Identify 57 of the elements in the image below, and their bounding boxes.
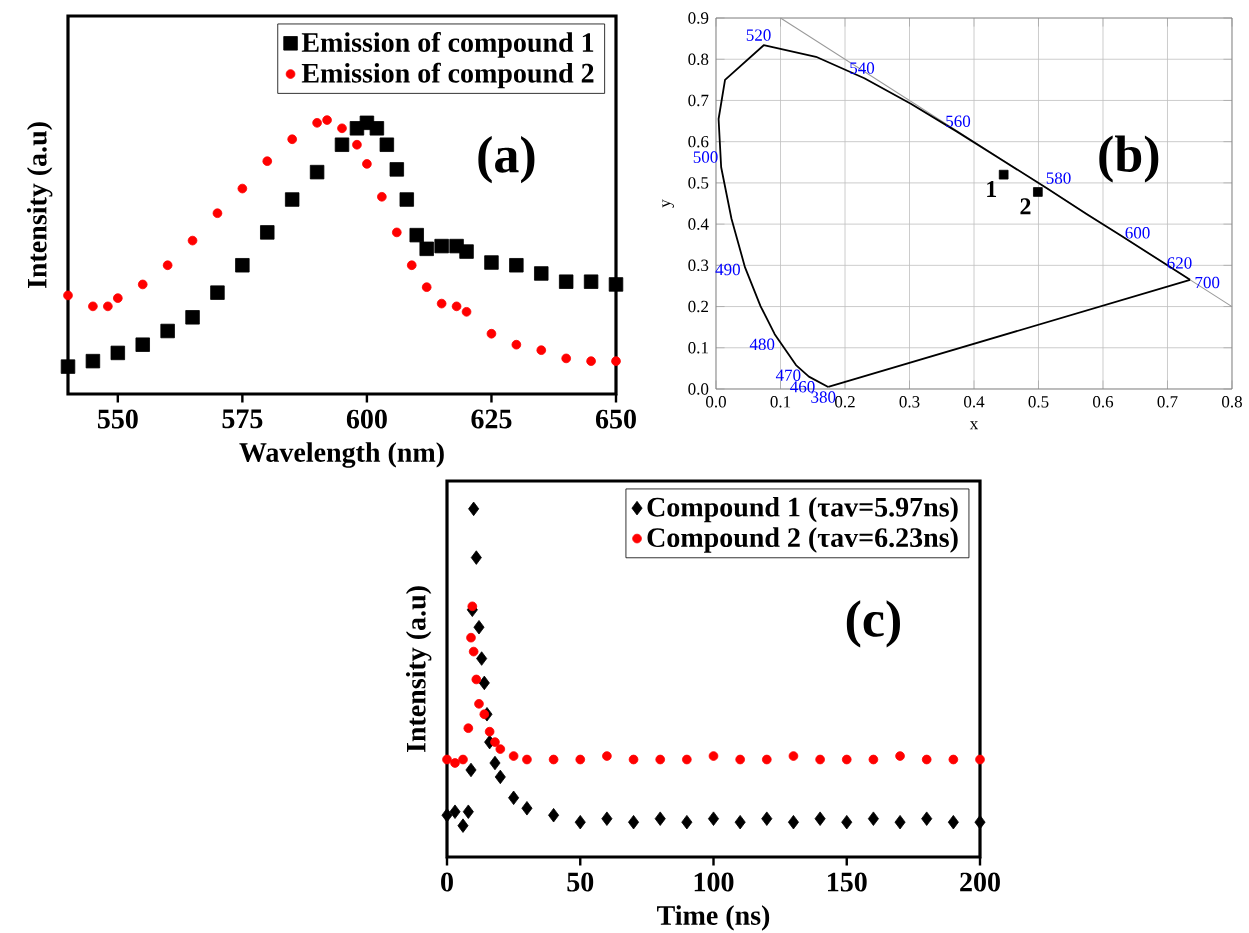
y-tick-label: 0.7: [688, 94, 709, 107]
legend-label: Compound 2 (τav=6.23ns): [647, 527, 958, 553]
annotation: 380: [811, 391, 836, 403]
annotation: (b): [1099, 135, 1159, 183]
y-axis-title: y: [662, 199, 674, 208]
annotation: 2: [1020, 198, 1031, 215]
y-tick-label: 0.2: [688, 300, 708, 313]
x-tick-label: 150: [828, 872, 867, 892]
x-tick-label: 0.4: [964, 396, 985, 408]
x-axis-title: Time (ns): [657, 905, 770, 931]
legend-label: Emission of compound 2: [301, 62, 594, 89]
x-tick-label: 550: [97, 409, 138, 429]
annotation: 460: [790, 381, 815, 393]
y-tick-label: 0.5: [688, 177, 709, 189]
x-tick-label: 600: [346, 409, 387, 429]
x-tick-label: 0.0: [706, 396, 726, 408]
annotation: 620: [1167, 257, 1192, 269]
y-tick-label: 0.3: [688, 259, 709, 272]
y-tick-label: 0.0: [688, 383, 709, 395]
x-axis-title: x: [969, 421, 979, 430]
legend-label: Compound 1 (τav=5.97ns): [647, 496, 958, 523]
annotation: 560: [946, 115, 971, 127]
x-tick-label: 0.5: [1028, 396, 1049, 408]
x-tick-label: 650: [595, 409, 636, 429]
annotation: 480: [749, 338, 775, 351]
y-axis-title: Intensity (a.u): [405, 586, 432, 753]
annotation: 520: [746, 29, 771, 41]
x-axis-title: Wavelength (nm): [239, 442, 444, 468]
y-tick-label: 0.4: [688, 218, 709, 230]
x-tick-label: 0.3: [899, 396, 920, 408]
x-tick-label: 0: [441, 872, 453, 892]
x-tick-label: 0.6: [1093, 396, 1114, 408]
y-tick-label: 0.6: [688, 135, 709, 148]
x-tick-label: 625: [471, 409, 512, 429]
annotation: 580: [1046, 172, 1071, 184]
annotation: 500: [693, 151, 718, 163]
annotation: (a): [478, 136, 535, 184]
x-tick-label: 100: [694, 872, 734, 892]
y-axis-title: Intensity (a.u): [26, 122, 53, 289]
annotation: (c): [846, 600, 900, 648]
legend-label: Emission of compound 1: [301, 31, 594, 58]
x-tick-label: 200: [960, 872, 1000, 892]
y-tick-label: 0.1: [688, 342, 708, 354]
annotation: 470: [775, 369, 801, 381]
annotation: 540: [850, 62, 875, 74]
x-tick-label: 575: [222, 409, 263, 429]
annotation: 700: [1195, 276, 1220, 289]
x-tick-label: 0.7: [1157, 396, 1178, 408]
y-tick-label: 0.8: [688, 53, 709, 66]
x-tick-label: 50: [567, 872, 594, 892]
y-tick-label: 0.9: [688, 12, 709, 24]
annotation: 490: [715, 263, 740, 276]
x-tick-label: 0.2: [835, 396, 855, 408]
annotation: 600: [1125, 227, 1150, 239]
annotation: 1: [987, 181, 997, 197]
x-tick-label: 0.1: [770, 396, 791, 408]
x-tick-label: 0.8: [1222, 396, 1242, 408]
